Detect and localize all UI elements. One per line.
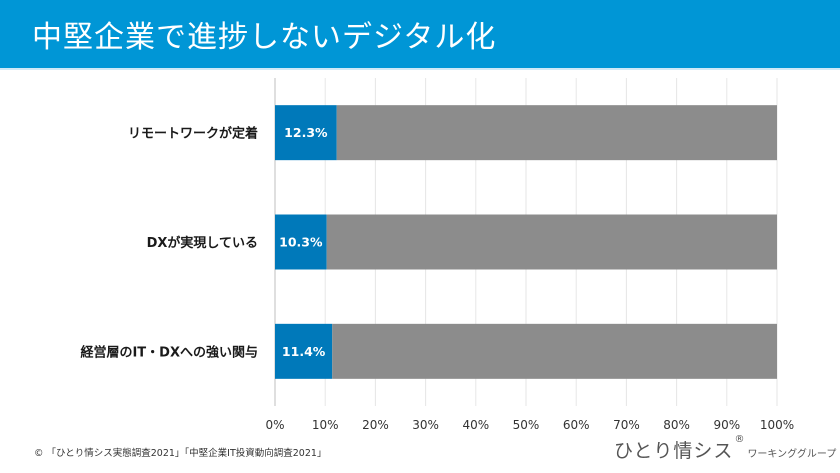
x-tick-label: 90% bbox=[713, 418, 740, 432]
bar-segment-primary bbox=[275, 105, 337, 161]
x-tick-label: 0% bbox=[265, 418, 284, 432]
stacked-bar-chart: 12.3% 10.3% 11.4% リモートワークが定着 DXが実現している経営層のI… bbox=[80, 78, 794, 432]
bar-data-label: 12.3% bbox=[284, 125, 328, 140]
x-tick-label: 100% bbox=[760, 418, 794, 432]
bar-segment-primary bbox=[275, 214, 327, 270]
title-banner: 中堅企業で進捗しないデジタル化 bbox=[0, 0, 840, 70]
x-tick-label: 10% bbox=[312, 418, 339, 432]
bar-data-label: 11.4% bbox=[282, 344, 326, 359]
bar-segment-rest bbox=[332, 323, 777, 379]
bar-segment-rest bbox=[336, 105, 777, 161]
x-tick-label: 60% bbox=[563, 418, 590, 432]
x-tick-label: 50% bbox=[513, 418, 540, 432]
brand-main: ひとり情シス bbox=[614, 440, 734, 462]
x-axis-ticks: 0% 10% 20% 30% 40% 50% 60% 70% 80% 90% 100% bbox=[265, 418, 794, 432]
registered-mark: ® bbox=[734, 434, 745, 445]
x-tick-label: 70% bbox=[613, 418, 640, 432]
x-tick-label: 40% bbox=[462, 418, 489, 432]
bar-segment-primary bbox=[275, 323, 333, 379]
category-label: DXが実現している bbox=[147, 235, 258, 251]
category-label: 経営層のIT・DXへの強い関与 bbox=[80, 344, 258, 360]
x-tick-label: 20% bbox=[362, 418, 389, 432]
bar-segment-rest bbox=[326, 214, 777, 270]
brand-logo: ひとり情シス®ワーキンググループ bbox=[614, 434, 837, 463]
bars: 12.3% 10.3% 11.4% bbox=[275, 105, 777, 379]
brand-sub: ワーキンググループ bbox=[747, 449, 837, 460]
source-note: © 「ひとり情シス実態調査2021」「中堅企業IT投資動向調査2021」 bbox=[34, 448, 327, 459]
bar-data-label: 10.3% bbox=[279, 235, 323, 250]
page-title: 中堅企業で進捗しないデジタル化 bbox=[32, 20, 497, 55]
x-tick-label: 80% bbox=[663, 418, 690, 432]
category-label: リモートワークが定着 bbox=[128, 126, 258, 142]
x-tick-label: 30% bbox=[412, 418, 439, 432]
